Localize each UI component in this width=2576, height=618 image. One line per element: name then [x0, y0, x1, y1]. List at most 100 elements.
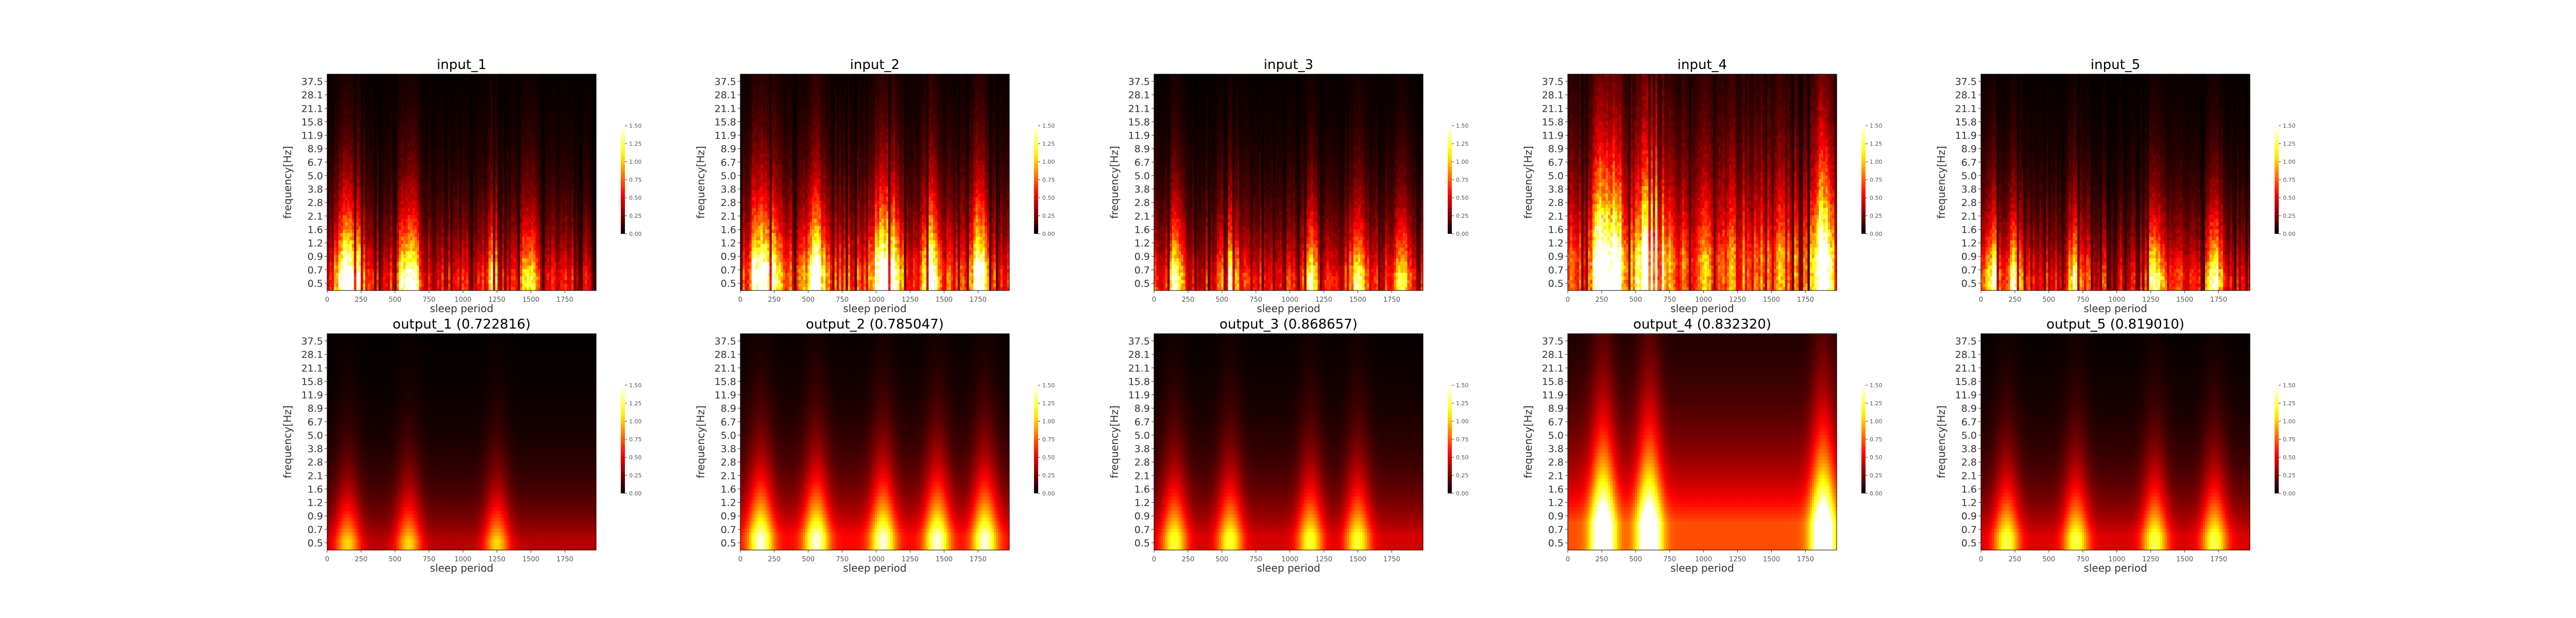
panel-title: input_3 — [1264, 57, 1313, 73]
y-tick-label: 11.9 — [1128, 390, 1150, 401]
y-tick-label: 37.5 — [301, 76, 323, 88]
y-tick-label: 5.0 — [308, 430, 323, 441]
y-tick-label: 1.6 — [1548, 224, 1564, 235]
y-tick-label: 28.1 — [1542, 349, 1564, 360]
x-tick-label: 0 — [738, 296, 742, 304]
x-tick-label: 500 — [1215, 556, 1228, 563]
colorbar-gradient — [1448, 385, 1452, 493]
x-axis-label: sleep period — [1257, 302, 1320, 315]
y-tick-label: 21.1 — [301, 103, 323, 114]
y-tick-label: 0.5 — [1548, 538, 1564, 549]
y-tick-label: 0.9 — [1961, 511, 1977, 522]
x-tick-label: 500 — [1629, 556, 1642, 563]
y-tick-label: 21.1 — [715, 103, 736, 114]
y-tick-label: 1.6 — [1134, 224, 1150, 235]
y-tick-label: 2.1 — [1548, 470, 1564, 482]
y-tick-label: 21.1 — [1955, 363, 1977, 374]
heatmap — [327, 334, 597, 551]
y-tick-label: 1.2 — [1961, 497, 1977, 509]
colorbar-tick-label: 0.00 — [2283, 231, 2296, 237]
y-tick-label: 11.9 — [1542, 390, 1564, 401]
y-tick-label: 37.5 — [1955, 76, 1977, 88]
y-tick-label: 6.7 — [1548, 157, 1564, 168]
x-axis-label: sleep period — [2083, 562, 2147, 574]
x-tick-label: 1500 — [522, 296, 539, 304]
y-tick-label: 1.6 — [308, 224, 323, 235]
y-tick-label: 21.1 — [1542, 363, 1564, 374]
colorbar-tick-label: 1.50 — [1042, 382, 1055, 389]
x-tick-label: 1750 — [970, 556, 987, 563]
y-tick-label: 8.9 — [1134, 403, 1150, 415]
colorbar: 0.000.250.500.751.001.251.50 — [621, 382, 642, 497]
colorbar-tick-label: 1.00 — [1870, 418, 1883, 425]
panel-output_2: output_2 (0.785047)0.50.70.91.21.62.12.8… — [694, 317, 1055, 574]
colorbar-tick-label: 0.25 — [1042, 472, 1055, 479]
colorbar-tick-label: 0.75 — [629, 436, 642, 443]
x-tick-label: 250 — [354, 296, 367, 304]
x-tick-label: 1750 — [2210, 296, 2227, 304]
colorbar-tick-label: 0.25 — [1456, 213, 1469, 219]
y-tick-label: 3.8 — [1134, 184, 1150, 195]
y-tick-label: 1.6 — [308, 484, 323, 495]
panel-output_5: output_5 (0.819010)0.50.70.91.21.62.12.8… — [1935, 317, 2296, 574]
colorbar-tick-label: 1.25 — [1042, 141, 1055, 147]
y-tick-label: 0.5 — [1134, 278, 1150, 289]
y-axis: 0.50.70.91.21.62.12.83.85.06.78.911.915.… — [301, 336, 327, 549]
y-axis: 0.50.70.91.21.62.12.83.85.06.78.911.915.… — [1955, 336, 1981, 549]
colorbar-tick-label: 0.75 — [629, 177, 642, 183]
y-tick-label: 5.0 — [1134, 430, 1150, 441]
y-tick-label: 5.0 — [1961, 430, 1977, 441]
colorbar-tick-label: 0.75 — [1042, 177, 1055, 183]
y-tick-label: 11.9 — [715, 390, 736, 401]
panel-output_3: output_3 (0.868657)0.50.70.91.21.62.12.8… — [1108, 317, 1469, 574]
y-tick-label: 0.9 — [721, 511, 736, 522]
y-tick-label: 6.7 — [308, 417, 323, 428]
colorbar: 0.000.250.500.751.001.251.50 — [1448, 123, 1469, 237]
heatmap — [1981, 334, 2250, 551]
y-tick-label: 15.8 — [715, 116, 736, 128]
x-axis-label: sleep period — [430, 562, 493, 574]
y-tick-label: 2.8 — [1134, 457, 1150, 468]
y-tick-label: 2.8 — [1134, 197, 1150, 209]
y-tick-label: 2.1 — [1134, 211, 1150, 222]
colorbar-tick-label: 0.75 — [2283, 177, 2296, 183]
y-tick-label: 21.1 — [1128, 103, 1150, 114]
y-tick-label: 0.7 — [308, 265, 323, 276]
y-tick-label: 2.8 — [1548, 457, 1564, 468]
panel-title: output_1 (0.722816) — [393, 317, 531, 332]
y-tick-label: 11.9 — [1955, 130, 1977, 142]
y-tick-label: 1.2 — [721, 497, 736, 509]
y-tick-label: 2.1 — [721, 470, 736, 482]
x-axis-label: sleep period — [843, 302, 906, 315]
colorbar-tick-label: 0.25 — [1870, 213, 1883, 219]
y-tick-label: 1.2 — [1548, 497, 1564, 509]
colorbar: 0.000.250.500.751.001.251.50 — [1034, 382, 1055, 497]
y-axis: 0.50.70.91.21.62.12.83.85.06.78.911.915.… — [1955, 76, 1981, 289]
y-tick-label: 6.7 — [308, 157, 323, 168]
colorbar-tick-label: 0.00 — [1042, 231, 1055, 237]
y-tick-label: 6.7 — [721, 157, 736, 168]
y-tick-label: 8.9 — [721, 144, 736, 155]
colorbar-tick-label: 1.25 — [1456, 400, 1469, 407]
panel-input_1: input_10.50.70.91.21.62.12.83.85.06.78.9… — [281, 57, 642, 315]
colorbar-tick-label: 0.00 — [1456, 490, 1469, 497]
y-axis: 0.50.70.91.21.62.12.83.85.06.78.911.915.… — [715, 336, 740, 549]
y-tick-label: 37.5 — [715, 76, 736, 88]
y-tick-label: 0.5 — [308, 538, 323, 549]
colorbar-tick-label: 1.50 — [629, 382, 642, 389]
colorbar: 0.000.250.500.751.001.251.50 — [2275, 382, 2296, 497]
x-tick-label: 1750 — [1383, 296, 1400, 304]
colorbar-tick-label: 0.00 — [629, 231, 642, 237]
y-tick-label: 3.8 — [308, 443, 323, 455]
panel-title: output_4 (0.832320) — [1633, 317, 1771, 332]
colorbar: 0.000.250.500.751.001.251.50 — [1861, 123, 1883, 237]
colorbar-tick-label: 0.25 — [629, 213, 642, 219]
y-tick-label: 1.2 — [1134, 238, 1150, 249]
y-tick-label: 0.7 — [1961, 524, 1977, 536]
colorbar-tick-label: 1.25 — [2283, 400, 2296, 407]
panel-title: input_4 — [1677, 57, 1727, 73]
y-tick-label: 1.6 — [1961, 484, 1977, 495]
y-tick-label: 28.1 — [1128, 90, 1150, 101]
y-tick-label: 3.8 — [1961, 443, 1977, 455]
x-tick-label: 500 — [1215, 296, 1228, 304]
